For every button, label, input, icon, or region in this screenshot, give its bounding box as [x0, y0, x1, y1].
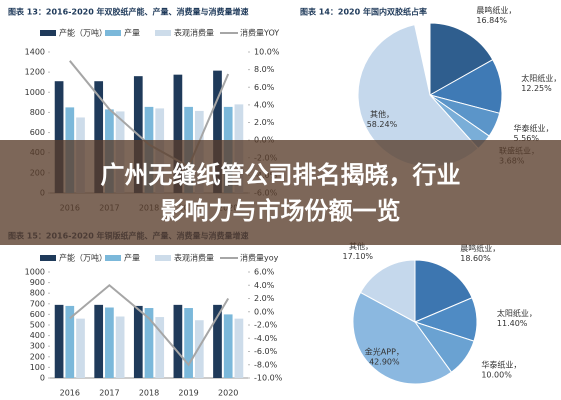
bar: [144, 308, 154, 378]
x-tick-label: 2020: [218, 389, 238, 398]
x-tick-label: 2019: [178, 389, 198, 398]
bar: [213, 304, 222, 378]
y2-tick-label: 6.0%: [254, 83, 275, 92]
y-tick-label: 1000: [25, 88, 45, 97]
slice-value: 5.56%: [514, 134, 540, 143]
bar: [94, 81, 104, 193]
slice-name: 晨鸣纸业，: [460, 243, 500, 253]
legend-swatch: [40, 30, 56, 36]
pie-slice: [359, 259, 416, 323]
bar: [54, 304, 64, 378]
legend-swatch: [155, 30, 171, 36]
legend-label: 产量: [124, 28, 140, 38]
y2-tick-label: 8.0%: [254, 65, 275, 74]
slice-value: 16.84%: [476, 16, 507, 25]
legend-label: 产能（万吨）: [59, 253, 107, 263]
slice-name: 华泰纸业，: [514, 123, 554, 133]
slice-value: 42.90%: [369, 357, 400, 366]
legend-label: 消费量YOY: [240, 28, 279, 38]
bar: [173, 304, 183, 378]
chart-title: 图表 14：2020 年国内双胶纸占率: [300, 7, 427, 17]
x-tick-label: 2018: [139, 389, 159, 398]
y2-tick-label: -6.0%: [254, 347, 278, 356]
slice-value: 11.40%: [497, 319, 528, 328]
legend-label: 消费量yoy: [240, 253, 279, 263]
slice-name: 晨鸣纸业，: [476, 5, 516, 15]
slice-value: 12.25%: [521, 84, 552, 93]
y2-tick-label: 4.0%: [254, 100, 275, 109]
slice-name: 金光APP，: [365, 346, 404, 356]
y2-tick-label: -4.0%: [254, 334, 278, 343]
banner: 广州无缝纸管公司排名揭晓，行业 影响力与市场份额一览: [0, 140, 561, 245]
y-tick-label: 100: [30, 363, 45, 372]
bar: [173, 74, 183, 193]
y-tick-label: 1000: [25, 268, 45, 277]
slice-value: 10.00%: [481, 371, 512, 380]
bar: [133, 305, 143, 378]
legend-swatch: [40, 255, 56, 261]
slice-value: 18.60%: [460, 254, 491, 263]
y-tick-label: 1400: [25, 48, 45, 57]
y2-tick-label: 2.0%: [254, 118, 275, 127]
y2-tick-label: -10.0%: [254, 374, 283, 383]
banner-line: 广州无缝纸管公司排名揭晓，行业: [100, 160, 461, 189]
y-tick-label: 600: [30, 310, 45, 319]
y2-tick-label: -2.0%: [254, 321, 278, 330]
slice-value: 17.10%: [343, 252, 374, 261]
x-tick-label: 2016: [60, 389, 80, 398]
legend-label: 产量: [124, 253, 140, 263]
y-tick-label: 900: [30, 278, 45, 287]
bar: [155, 317, 165, 378]
y-tick-label: 200: [30, 352, 45, 361]
bar: [76, 318, 85, 378]
y-tick-label: 800: [30, 108, 45, 117]
legend-swatch: [155, 255, 171, 261]
y2-tick-label: 4.0%: [254, 281, 275, 290]
slice-name: 其他，: [349, 241, 373, 251]
chart-title: 图表 13：2016-2020 年双胶纸产能、产量、消费量与消费量增速: [8, 7, 249, 17]
bar: [194, 320, 204, 378]
y2-tick-label: -8.0%: [254, 360, 278, 369]
y2-tick-label: 2.0%: [254, 294, 275, 303]
y-tick-label: 0: [40, 374, 45, 383]
yoy-line: [69, 283, 230, 367]
bar: [94, 304, 104, 378]
banner-line: 影响力与市场份额一览: [160, 196, 401, 225]
x-tick-label: 2017: [99, 389, 119, 398]
y-tick-label: 300: [30, 342, 45, 351]
y-tick-label: 800: [30, 289, 45, 298]
pie-slice: [429, 22, 494, 96]
y-tick-label: 600: [30, 128, 45, 137]
bar: [105, 307, 114, 378]
y2-tick-label: 10.0%: [254, 48, 280, 57]
y-tick-label: 500: [30, 321, 45, 330]
legend-label: 产能（万吨）: [59, 28, 107, 38]
bar: [115, 316, 125, 378]
y-tick-label: 400: [30, 331, 45, 340]
bar: [234, 318, 244, 378]
bar: [213, 70, 222, 193]
slice-name: 其他，: [370, 109, 394, 119]
legend-label: 表观消费量: [174, 253, 214, 263]
legend-label: 表观消费量: [174, 28, 214, 38]
slice-name: 太阳纸业，: [521, 73, 561, 83]
slice-value: 58.24%: [367, 120, 398, 129]
y2-tick-label: 0.0%: [254, 307, 275, 316]
pie-slice: [414, 259, 473, 323]
slice-name: 太阳纸业，: [497, 308, 537, 318]
legend-swatch: [105, 255, 121, 261]
bar: [65, 305, 75, 378]
bar: [54, 81, 64, 193]
bar: [184, 308, 193, 378]
y2-tick-label: 6.0%: [254, 268, 275, 277]
slice-name: 华泰纸业，: [481, 360, 521, 370]
legend-swatch: [105, 30, 121, 36]
bar: [223, 314, 233, 378]
y-tick-label: 1200: [25, 68, 45, 77]
pie-slice: [352, 291, 453, 385]
y-tick-label: 700: [30, 299, 45, 308]
